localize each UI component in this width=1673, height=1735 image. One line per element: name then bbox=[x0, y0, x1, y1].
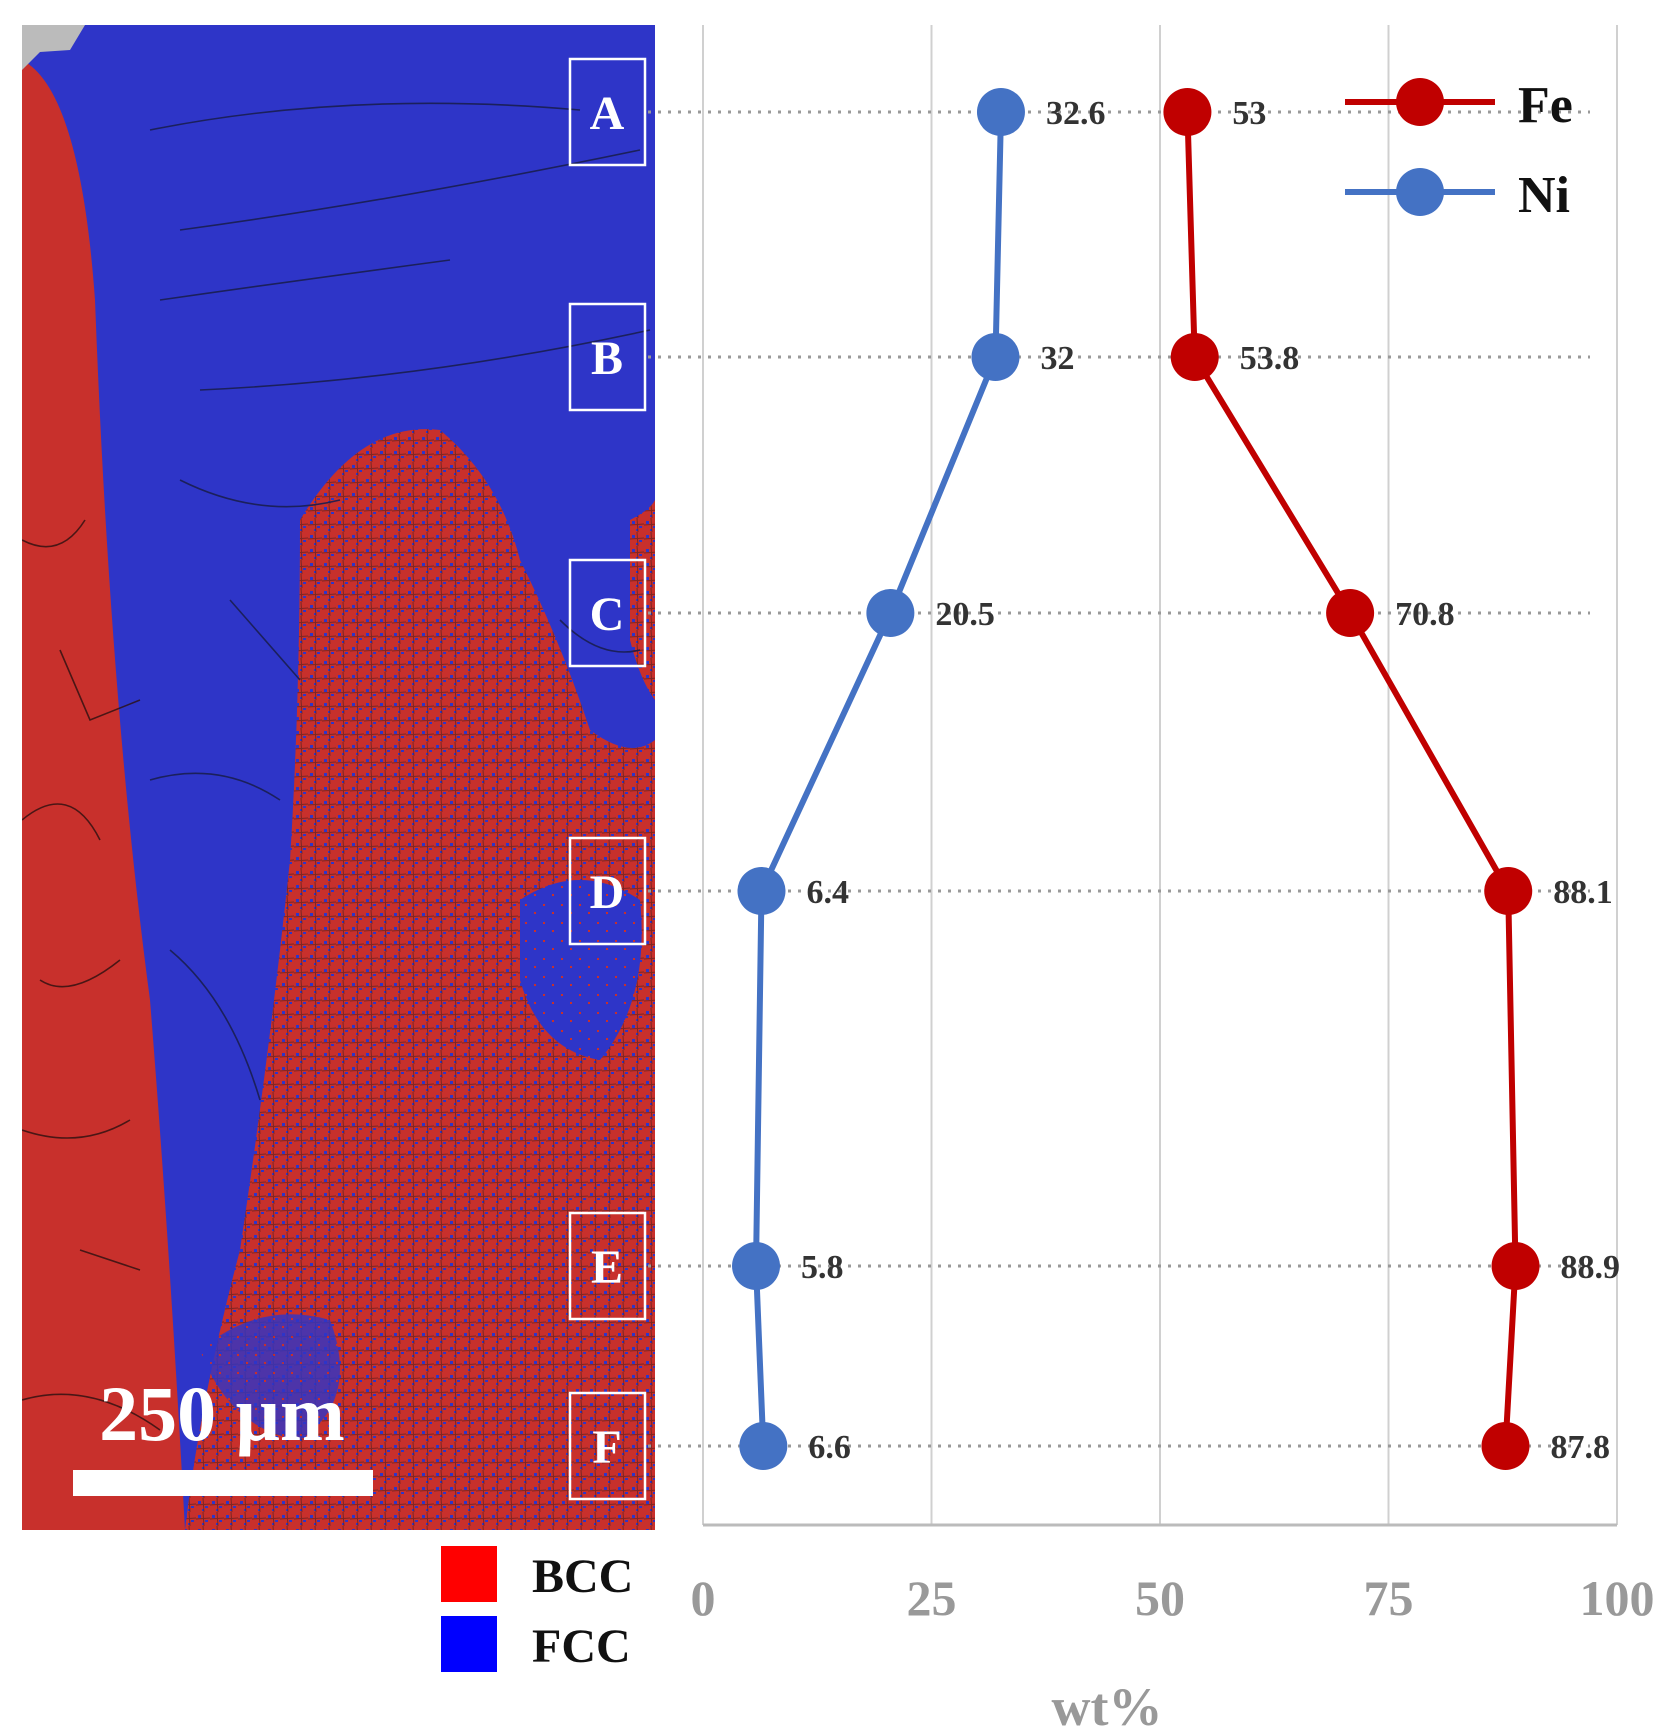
data-point-ni bbox=[866, 589, 915, 637]
x-tick-label: 0 bbox=[691, 1570, 716, 1626]
x-tick-labels: 0 25 50 75 100 bbox=[691, 1570, 1655, 1626]
data-point-fe bbox=[1326, 589, 1375, 637]
position-boxes: A B C D E F bbox=[568, 57, 647, 1501]
data-point-ni bbox=[737, 867, 786, 915]
data-point-fe bbox=[1170, 333, 1219, 381]
x-tick-label: 50 bbox=[1135, 1570, 1185, 1626]
x-tick-label: 25 bbox=[907, 1570, 957, 1626]
data-label-ni: 6.4 bbox=[806, 874, 849, 911]
phase-legend-swatch-fcc bbox=[441, 1616, 497, 1672]
position-label: A bbox=[590, 87, 625, 140]
fcc-patch bbox=[520, 880, 642, 1060]
legend-marker-ni bbox=[1396, 168, 1444, 216]
data-label-fe: 53 bbox=[1232, 95, 1266, 132]
data-point-fe bbox=[1491, 1242, 1540, 1290]
x-tick-label: 75 bbox=[1364, 1570, 1414, 1626]
data-point-fe bbox=[1484, 867, 1533, 915]
fcc-boundaries bbox=[149, 102, 651, 1101]
series-lines bbox=[752, 111, 1519, 1447]
unindexed-corner bbox=[22, 25, 85, 70]
position-box bbox=[568, 1211, 647, 1321]
position-box bbox=[568, 57, 647, 167]
position-label: C bbox=[590, 588, 625, 641]
bcc-right-strip bbox=[630, 500, 655, 700]
series-line-fe bbox=[1184, 111, 1519, 1447]
data-point-ni bbox=[732, 1242, 781, 1290]
data-label-fe: 87.8 bbox=[1550, 1429, 1610, 1466]
phase-legend: BCC FCC bbox=[441, 1546, 633, 1673]
data-point-fe bbox=[1163, 88, 1212, 136]
data-point-ni bbox=[976, 88, 1025, 136]
x-tick-label: 100 bbox=[1580, 1570, 1655, 1626]
bcc-mixed-region bbox=[185, 429, 655, 1530]
legend-marker-fe bbox=[1396, 78, 1444, 126]
gridlines bbox=[702, 25, 1618, 1525]
position-box bbox=[568, 558, 647, 668]
data-label-fe: 88.9 bbox=[1561, 1249, 1621, 1286]
scale-bar-label: 250 μm bbox=[99, 1370, 345, 1457]
phase-legend-label-fcc: FCC bbox=[532, 1620, 631, 1673]
data-label-ni: 6.6 bbox=[808, 1429, 851, 1466]
series-points bbox=[732, 88, 1540, 1470]
phase-legend-label-bcc: BCC bbox=[532, 1550, 633, 1603]
phase-legend-swatch-bcc bbox=[441, 1546, 497, 1602]
position-label: B bbox=[591, 332, 623, 385]
data-label-fe: 53.8 bbox=[1240, 340, 1300, 377]
data-point-ni bbox=[739, 1422, 788, 1470]
x-axis-title: wt% bbox=[1052, 1677, 1163, 1735]
grain-boundaries bbox=[22, 519, 161, 1431]
scale-bar: 250 μm bbox=[73, 1370, 373, 1496]
series-line-ni bbox=[752, 111, 1004, 1447]
data-point-ni bbox=[971, 333, 1020, 381]
position-guides bbox=[648, 110, 1590, 1448]
ebsd-phase-map bbox=[22, 25, 655, 1530]
data-label-ni: 5.8 bbox=[801, 1249, 844, 1286]
position-box bbox=[568, 302, 647, 412]
data-label-fe: 70.8 bbox=[1395, 596, 1455, 633]
series-legend: Fe Ni bbox=[1345, 77, 1573, 224]
position-label: E bbox=[591, 1241, 623, 1294]
position-box bbox=[568, 1391, 647, 1501]
fcc-patch bbox=[200, 1314, 340, 1440]
position-label: D bbox=[590, 866, 625, 919]
composition-chart: 0 25 50 75 100 wt% 53 53.8 70.8 88.1 88.9 87.8 32.… bbox=[648, 25, 1655, 1735]
data-label-ni: 32.6 bbox=[1046, 95, 1106, 132]
legend-label-fe: Fe bbox=[1518, 77, 1573, 134]
position-label: F bbox=[592, 1421, 621, 1474]
legend-label-ni: Ni bbox=[1518, 167, 1570, 224]
data-label-ni: 20.5 bbox=[935, 596, 995, 633]
bcc-base-region bbox=[22, 60, 185, 1530]
data-point-fe bbox=[1481, 1422, 1530, 1470]
data-label-ni: 32 bbox=[1040, 340, 1074, 377]
position-box bbox=[568, 836, 647, 946]
scale-bar-line bbox=[73, 1470, 373, 1496]
data-label-fe: 88.1 bbox=[1553, 874, 1613, 911]
value-labels: 53 53.8 70.8 88.1 88.9 87.8 32.6 32 20.5 6.4 5.8 6.… bbox=[801, 95, 1620, 1466]
